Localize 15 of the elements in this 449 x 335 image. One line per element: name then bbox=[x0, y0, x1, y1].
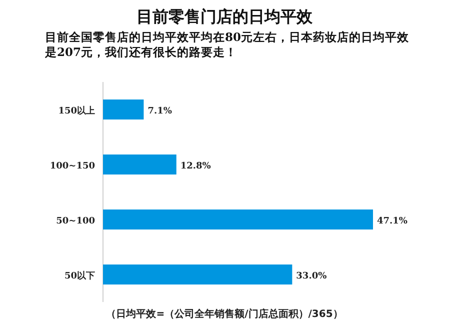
bar bbox=[103, 154, 176, 174]
chart-subtitle: 目前全国零售店的日均平效平均在80元左右，日本药妆店的日均平效是207元，我们还有很长的路要走！ bbox=[45, 30, 410, 60]
text: （日均平效=（公司全年销售额/门店总面积）/365） bbox=[106, 308, 343, 320]
bar bbox=[103, 210, 373, 230]
bar bbox=[103, 100, 144, 120]
data-label: 12.8% bbox=[180, 162, 212, 172]
y-tick-label: 50~100 bbox=[56, 216, 95, 226]
y-tick-label: 100~150 bbox=[50, 162, 95, 172]
data-label: 33.0% bbox=[296, 272, 328, 282]
data-label: 47.1% bbox=[377, 216, 408, 226]
chart-title: 目前零售门店的日均平效 bbox=[136, 7, 314, 26]
y-tick-label: 50以下 bbox=[64, 270, 95, 282]
bar bbox=[103, 264, 292, 284]
y-tick-label: 150以上 bbox=[58, 106, 95, 116]
data-label: 7.1% bbox=[148, 106, 172, 116]
